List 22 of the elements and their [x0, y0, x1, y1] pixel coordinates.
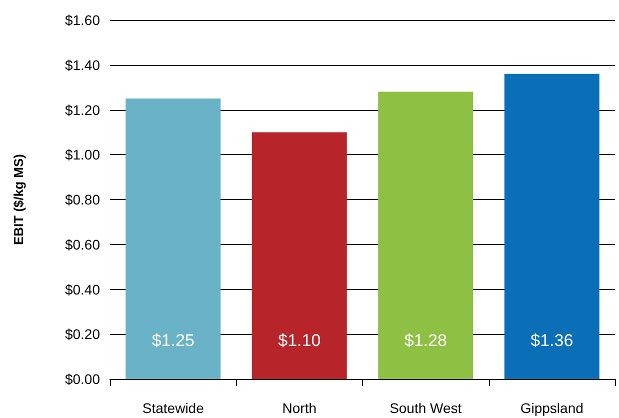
y-tick-label: $0.60 [64, 236, 100, 252]
data-label: $1.10 [278, 331, 321, 350]
y-tick-label: $1.00 [64, 146, 100, 163]
y-tick-label: $0.20 [64, 326, 100, 342]
y-tick-label: $1.40 [64, 56, 100, 73]
data-label: $1.28 [404, 331, 447, 350]
bar [126, 98, 221, 379]
bar [504, 74, 600, 379]
x-tick-label: North [282, 400, 316, 416]
y-tick-label: $1.60 [64, 12, 100, 28]
bar [378, 92, 474, 379]
y-tick-label: $0.40 [64, 281, 100, 298]
y-tick-label: $0.80 [64, 192, 100, 208]
bar [252, 132, 347, 379]
data-label: $1.36 [530, 331, 574, 350]
x-tick-label: Statewide [142, 400, 204, 416]
x-tick-label: Gippsland [520, 400, 584, 416]
y-axis-title: EBIT ($/kg MS) [11, 154, 26, 246]
y-tick-label: $0.00 [64, 371, 100, 387]
x-tick-label: South West [390, 400, 462, 416]
y-tick-label: $1.20 [64, 102, 100, 118]
data-label: $1.25 [152, 331, 194, 350]
